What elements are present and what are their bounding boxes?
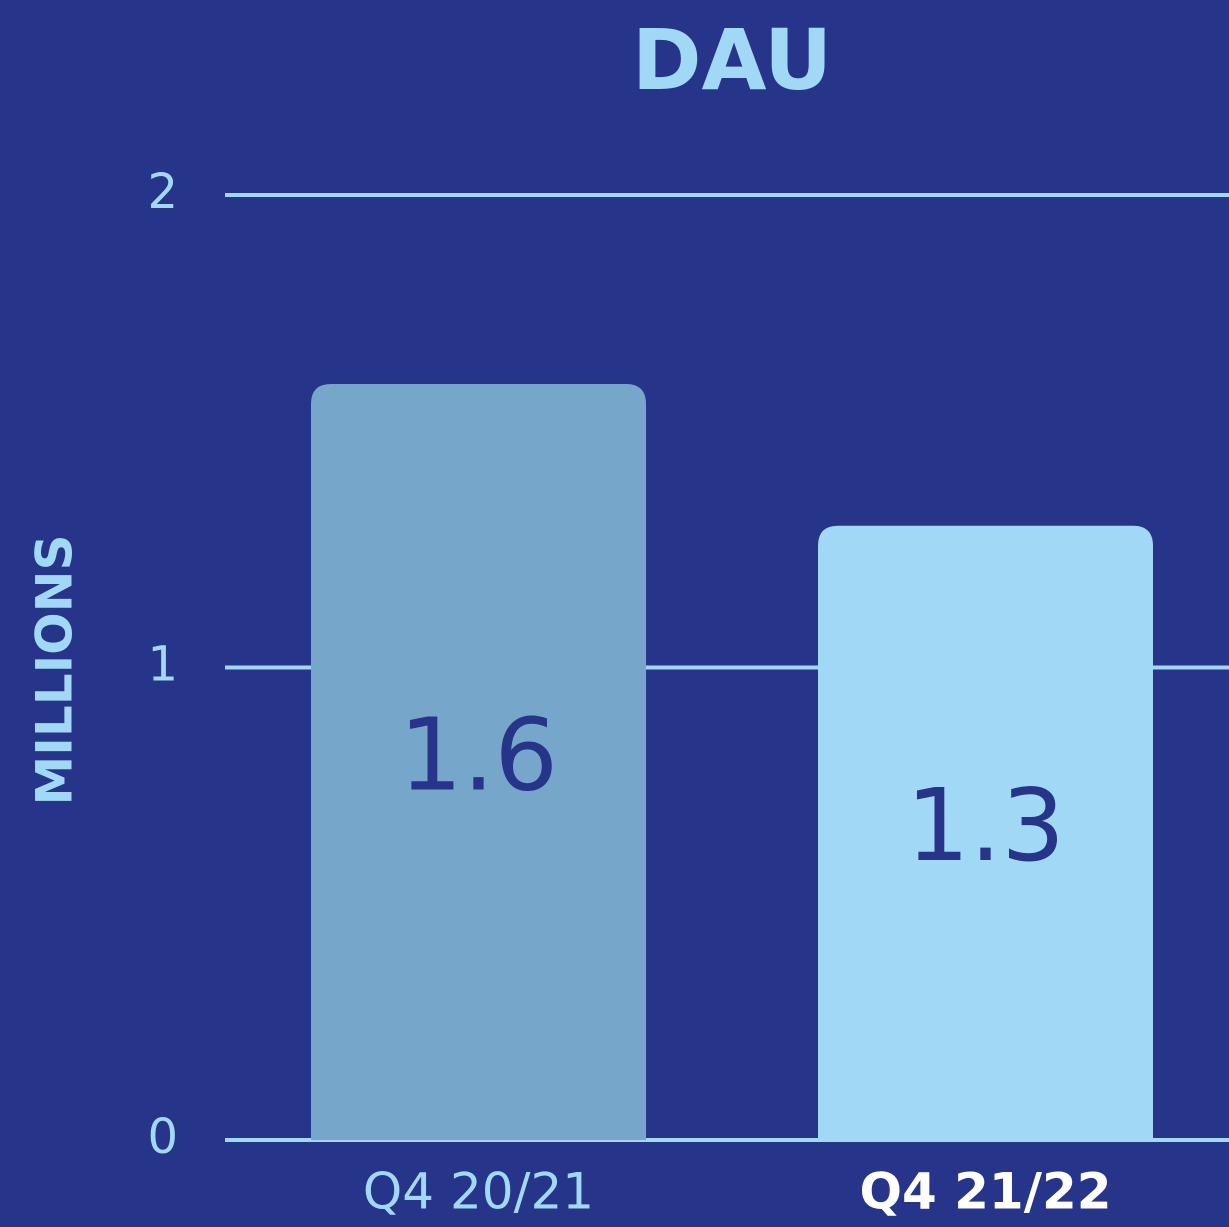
x-tick-label: Q4 21/22 bbox=[859, 1163, 1111, 1221]
value-label: 1.6 bbox=[399, 696, 558, 813]
x-tick-label: Q4 20/21 bbox=[363, 1163, 594, 1221]
bar bbox=[311, 384, 646, 1140]
y-axis-label: MILLIONS bbox=[26, 534, 84, 805]
value-label: 1.3 bbox=[906, 767, 1065, 884]
y-tick-label: 2 bbox=[147, 164, 178, 220]
y-tick-label: 1 bbox=[147, 637, 178, 693]
bar bbox=[818, 525, 1153, 1140]
chart-title: DAU bbox=[632, 11, 832, 109]
y-tick-label: 0 bbox=[147, 1109, 178, 1165]
